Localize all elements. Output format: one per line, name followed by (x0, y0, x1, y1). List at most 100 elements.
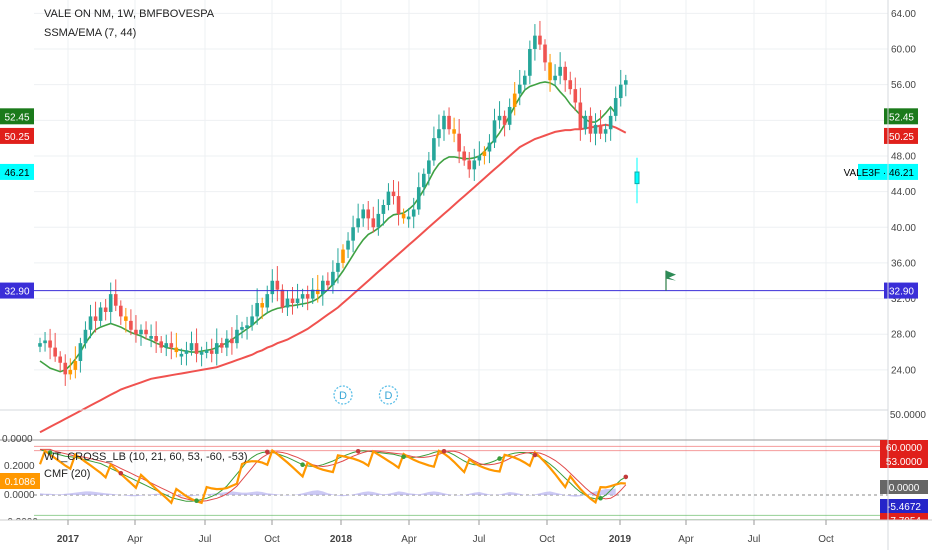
candle-body (285, 298, 290, 308)
y-tick-label: 48.00 (891, 151, 916, 162)
candle-body (179, 353, 184, 357)
candle-body (356, 218, 360, 228)
candle-body (103, 307, 108, 312)
lower-right-tag (880, 454, 928, 468)
candle-body (280, 289, 285, 308)
candle-body (457, 133, 461, 152)
candle-body (240, 327, 244, 330)
y-tick-label: 44.00 (891, 187, 916, 198)
x-tick-label: Jul (199, 534, 212, 545)
y-tick-label: 0.0000 (2, 434, 33, 445)
price-tag-right-text: 52.45 (889, 112, 914, 123)
candle-body (583, 115, 588, 130)
grid-lines (34, 0, 888, 520)
cmf-area (40, 488, 616, 497)
candle-body (164, 343, 169, 348)
ema-layer (39, 81, 627, 434)
candle-body (204, 350, 209, 353)
candle-body (477, 155, 482, 161)
candle-body (220, 343, 224, 348)
candle-body (68, 369, 73, 375)
candle-body (558, 66, 562, 76)
candle-body (603, 129, 608, 134)
candle-body (543, 44, 547, 63)
candle-body (376, 213, 381, 228)
candle-body (108, 294, 113, 312)
x-tick-label: Oct (264, 534, 280, 545)
y-tick-label: 50.0000 (890, 410, 927, 421)
candle-body (139, 329, 143, 335)
candle-body (467, 160, 472, 170)
price-tag-right (884, 127, 918, 144)
candle-body (487, 142, 492, 152)
x-tick-label: 2019 (609, 534, 632, 545)
cmf-value-tag (0, 473, 40, 489)
candle-body (427, 160, 431, 174)
candle-body (310, 289, 315, 299)
price-tag-right (884, 108, 918, 125)
flag-icon (666, 270, 676, 281)
candle-body (209, 350, 214, 354)
candle-body (63, 362, 68, 375)
candle-body (538, 35, 542, 45)
candle-body (194, 343, 199, 354)
cross-dot (532, 452, 538, 458)
dividend-marker: D (333, 385, 353, 405)
cross-dot (194, 498, 199, 503)
candle-body (396, 196, 401, 214)
candle-body (517, 84, 522, 94)
candle-body (553, 75, 557, 81)
lower-right-tag-text: 53.0000 (886, 457, 923, 468)
candle-body (588, 115, 593, 134)
price-tag-left (0, 163, 34, 180)
candle-body (482, 151, 487, 156)
candle-body (437, 129, 441, 139)
candle-body (305, 294, 310, 299)
candle-body (275, 280, 280, 290)
candle-body (260, 303, 264, 308)
ma-indicator-title: SSMA/EMA (7, 44) (44, 27, 137, 39)
candle-body (58, 356, 62, 363)
y-tick-label: 28.00 (891, 330, 916, 341)
candle-body (300, 294, 305, 299)
candle-body (225, 338, 229, 348)
candle-body (432, 138, 436, 161)
candle-body (321, 280, 325, 295)
cross-dot (497, 456, 502, 461)
candle-body (250, 316, 254, 326)
candle-body (88, 316, 93, 330)
candle-body (634, 171, 640, 185)
lower-right-tag-text: -5.4672 (887, 502, 921, 513)
candle-body (235, 329, 239, 344)
candle-body (523, 75, 527, 85)
candle-body (462, 151, 466, 161)
candle-body (159, 341, 163, 348)
candle-body (371, 218, 376, 228)
candle-body (144, 329, 148, 335)
candle-body (472, 160, 477, 170)
candle-body (361, 209, 365, 219)
wt-indicator-title: WT_CROSS_LB (10, 21, 60, 53, -60, -53) (44, 451, 248, 463)
candle-body (169, 343, 174, 348)
dividend-label: D (384, 390, 392, 402)
candle-body (230, 338, 234, 344)
candle-body (391, 191, 396, 197)
candle-body (573, 89, 578, 103)
candle-body (295, 298, 300, 304)
candle-body (93, 316, 98, 321)
cross-dot (264, 449, 270, 455)
lower-y-tick-label: 0.0000 (4, 490, 35, 501)
cross-dot (118, 470, 124, 476)
candle-body (119, 305, 123, 317)
candle-body (618, 84, 623, 99)
candle-body (124, 316, 128, 321)
x-tick-label: Apr (127, 534, 143, 545)
candle-body (381, 205, 386, 214)
candle-body (134, 329, 138, 335)
candle-body (593, 124, 598, 134)
candle-body (568, 80, 573, 90)
candle-body (497, 115, 502, 121)
x-tick-label: 2018 (330, 534, 353, 545)
